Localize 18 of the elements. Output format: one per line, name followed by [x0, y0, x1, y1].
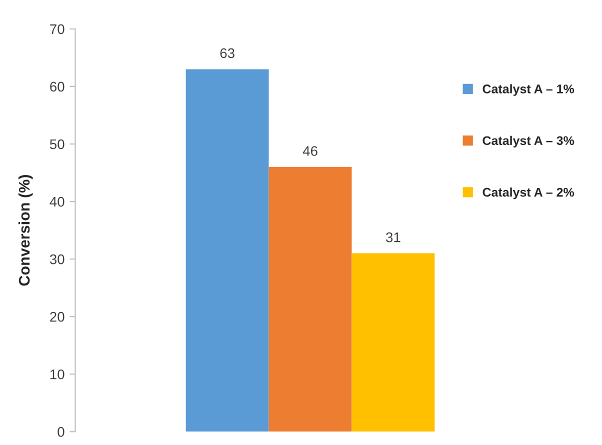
bar [268, 167, 352, 432]
legend-label: Catalyst A – 2% [482, 188, 574, 200]
data-label: 46 [302, 146, 318, 156]
y-tick-label: 40 [50, 196, 64, 207]
bar [352, 253, 435, 432]
y-tick-label: 50 [50, 139, 64, 150]
y-tick-label: 20 [50, 312, 64, 322]
data-label: 31 [386, 232, 400, 242]
y-tick-label: 30 [50, 254, 64, 264]
legend-label: Catalyst A – 3% [482, 136, 574, 148]
legend-label: Catalyst A – 1% [482, 84, 574, 96]
y-tick-label: 70 [50, 24, 64, 34]
data-label: 63 [220, 48, 234, 58]
y-tick-label: 0 [58, 426, 64, 437]
y-tick-label: 60 [50, 82, 64, 92]
y-axis-title: Conversion (%) [18, 175, 33, 286]
bar [186, 69, 269, 432]
y-tick-label: 10 [50, 369, 64, 380]
